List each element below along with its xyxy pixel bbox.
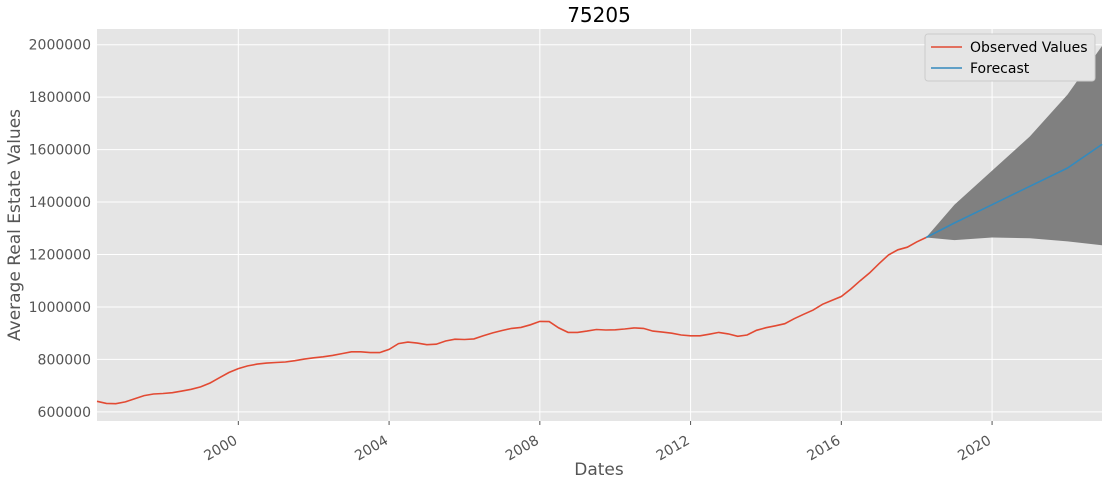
- y-tick-label: 1400000: [29, 195, 91, 211]
- y-tick-label: 1200000: [29, 247, 91, 263]
- x-tick-label: 2000: [201, 433, 240, 465]
- legend-forecast-label: Forecast: [970, 61, 1030, 77]
- legend-box: [924, 33, 1096, 82]
- x-tick-label: 2008: [503, 433, 542, 465]
- y-axis-label: Average Real Estate Values: [5, 109, 25, 341]
- legend: Observed Values Forecast: [924, 33, 1096, 82]
- y-tick-label: 2000000: [29, 38, 91, 54]
- legend-observed-label: Observed Values: [970, 40, 1088, 56]
- x-axis-label: Dates: [574, 460, 624, 480]
- x-tick-label: 2020: [955, 433, 994, 465]
- x-axis-ticks: 2000 2004 2008 2012 2016 2020: [201, 421, 994, 464]
- y-tick-label: 1000000: [29, 300, 91, 316]
- chart-title: 75205: [567, 3, 631, 27]
- plot-area: [97, 29, 1102, 421]
- x-tick-label: 2012: [654, 433, 693, 465]
- y-tick-label: 800000: [38, 352, 91, 368]
- y-tick-label: 1600000: [29, 143, 91, 159]
- forecast-confidence-band: [926, 46, 1102, 246]
- observed-values-line: [96, 236, 927, 405]
- y-tick-label: 600000: [38, 405, 91, 421]
- x-tick-label: 2016: [804, 433, 843, 465]
- x-tick-label: 2004: [352, 433, 391, 465]
- grid: [97, 29, 1102, 421]
- y-axis-ticks: 600000 800000 1000000 1200000 1400000 1600000…: [29, 38, 91, 421]
- y-tick-label: 1800000: [29, 90, 91, 106]
- forecast-line: [925, 143, 1103, 239]
